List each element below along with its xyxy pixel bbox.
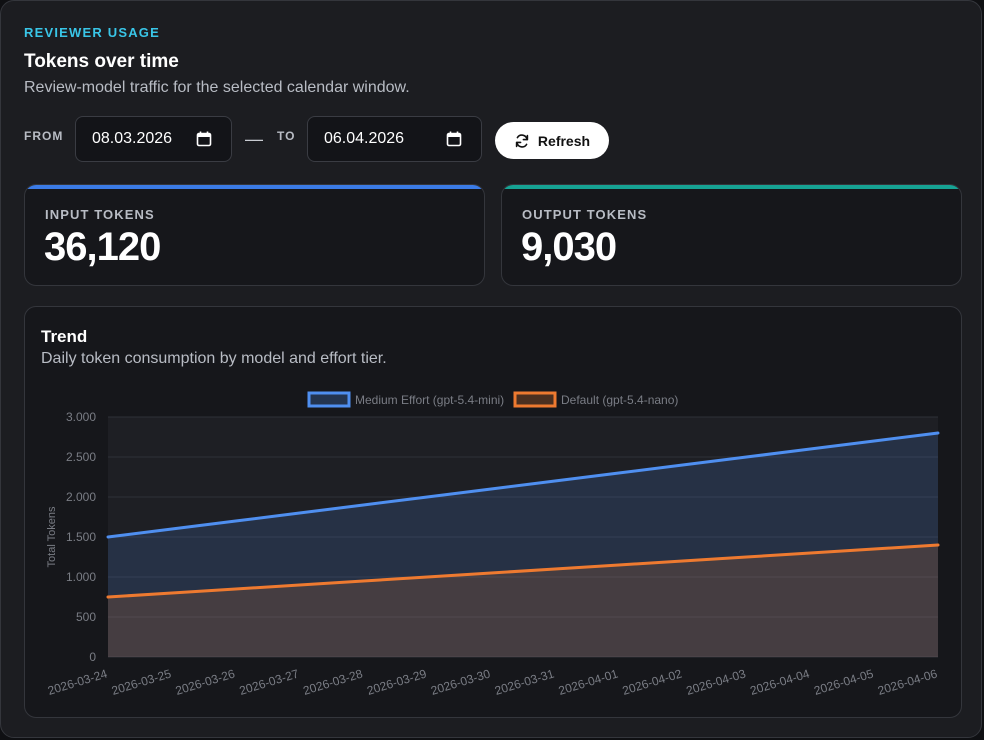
- page-title: Tokens over time: [24, 51, 179, 72]
- from-date-value: 08.03.2026: [92, 130, 173, 147]
- x-tick-label: 2026-04-03: [685, 666, 748, 697]
- x-tick-label: 2026-04-02: [621, 666, 684, 697]
- legend-entry: Medium Effort (gpt-5.4-mini): [355, 393, 504, 407]
- x-tick-label: 2026-03-25: [110, 666, 173, 697]
- x-tick-label: 2026-04-01: [557, 666, 620, 697]
- y-tick-label: 3.000: [66, 410, 96, 424]
- refresh-icon: [515, 133, 529, 148]
- stat-label: OUTPUT TOKENS: [522, 207, 648, 222]
- stat-label: INPUT TOKENS: [45, 207, 155, 222]
- output-tokens-stat: OUTPUT TOKENS 9,030: [501, 184, 962, 286]
- x-tick-label: 2026-03-28: [301, 666, 364, 697]
- trend-subtitle: Daily token consumption by model and eff…: [41, 350, 387, 367]
- x-tick-label: 2026-03-24: [46, 666, 109, 697]
- series-line-1: [106, 543, 940, 599]
- y-tick-label: 1.000: [66, 570, 96, 584]
- legend-swatch: [307, 391, 351, 408]
- y-axis-label: Total Tokens: [46, 506, 58, 567]
- y-tick-label: 2.500: [66, 450, 96, 464]
- stat-value: 9,030: [521, 225, 617, 269]
- section-eyebrow: REVIEWER USAGE: [24, 25, 160, 40]
- trend-title: Trend: [41, 327, 88, 346]
- x-tick-label: 2026-04-05: [812, 666, 875, 697]
- y-tick-label: 500: [76, 610, 96, 624]
- x-tick-label: 2026-03-26: [174, 666, 237, 697]
- stat-accent-bar: [502, 185, 961, 189]
- to-date-value: 06.04.2026: [324, 130, 405, 147]
- stat-accent-bar: [25, 185, 484, 189]
- page-subtitle: Review-model traffic for the selected ca…: [24, 79, 410, 96]
- x-tick-label: 2026-04-06: [876, 666, 939, 697]
- refresh-button[interactable]: Refresh: [495, 122, 609, 159]
- series-area-1: [108, 545, 938, 657]
- legend-swatch: [513, 391, 557, 408]
- series-line-0: [106, 431, 940, 539]
- calendar-icon[interactable]: [195, 130, 213, 148]
- to-label: TO: [277, 129, 296, 143]
- x-tick-label: 2026-03-30: [429, 666, 492, 697]
- stat-value: 36,120: [44, 225, 161, 269]
- y-tick-label: 2.000: [66, 490, 96, 504]
- y-tick-label: 1.500: [66, 530, 96, 544]
- input-tokens-stat: INPUT TOKENS 36,120: [24, 184, 485, 286]
- from-date-input[interactable]: 08.03.2026: [75, 116, 232, 162]
- x-tick-label: 2026-03-31: [493, 666, 556, 697]
- x-tick-label: 2026-04-04: [748, 666, 811, 697]
- refresh-label: Refresh: [537, 132, 591, 149]
- x-tick-label: 2026-03-27: [238, 666, 301, 697]
- series-area-0: [108, 433, 938, 657]
- y-tick-label: 0: [89, 650, 96, 664]
- to-date-input[interactable]: 06.04.2026: [307, 116, 482, 162]
- calendar-icon[interactable]: [445, 130, 463, 148]
- range-separator: —: [245, 129, 263, 149]
- x-tick-label: 2026-03-29: [365, 666, 428, 697]
- legend-entry: Default (gpt-5.4-nano): [561, 393, 678, 407]
- from-label: FROM: [24, 129, 64, 143]
